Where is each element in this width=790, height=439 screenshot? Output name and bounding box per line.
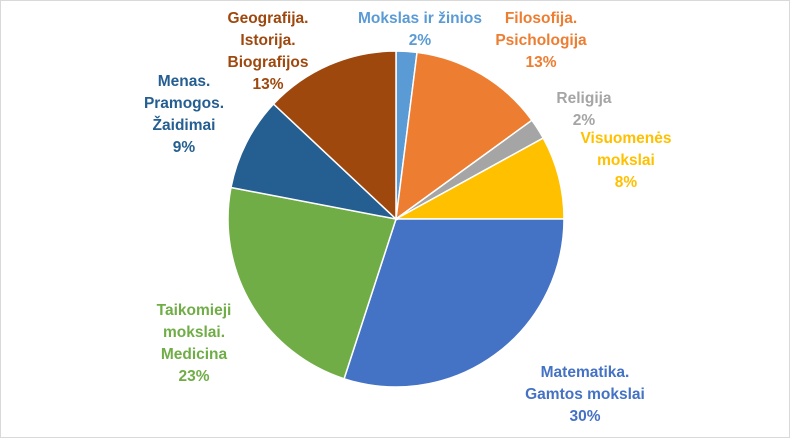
- slice-label: Taikomieji mokslai. Medicina 23%: [157, 302, 232, 385]
- slice-label: Menas. Pramogos. Žaidimai 9%: [144, 73, 224, 156]
- slice-name-line: Gamtos mokslai: [525, 386, 645, 403]
- slice-name-line: Religija: [556, 90, 612, 107]
- slice-percent: 2%: [409, 32, 432, 49]
- slice-percent: 30%: [569, 408, 600, 425]
- slice-name-line: Visuomenės: [580, 130, 671, 147]
- pie-labels: Mokslas ir žinios 2% Filosofija. Psichologi…: [144, 10, 672, 425]
- slice-name-line: Psichologija: [495, 32, 587, 49]
- slice-percent: 13%: [525, 54, 556, 71]
- slice-label: Matematika. Gamtos mokslai 30%: [525, 364, 645, 425]
- slice-percent: 2%: [573, 112, 596, 129]
- slice-name-line: Medicina: [161, 346, 228, 363]
- pie-slice: [272, 50, 397, 221]
- slice-name-line: Pramogos.: [144, 95, 224, 112]
- slice-label: Visuomenės mokslai 8%: [580, 130, 671, 191]
- slice-percent: 13%: [252, 76, 283, 93]
- pie-slice: [343, 218, 565, 388]
- slice-name-line: Matematika.: [541, 364, 630, 381]
- slice-name-line: mokslai: [597, 152, 655, 169]
- slice-name-line: mokslai.: [163, 324, 225, 341]
- pie-slice: [227, 186, 397, 380]
- slice-label: Mokslas ir žinios 2%: [358, 10, 482, 49]
- slice-percent: 9%: [173, 139, 196, 156]
- pie-slice: [230, 102, 399, 221]
- slice-label: Filosofija. Psichologija 13%: [495, 10, 587, 71]
- slice-label: Geografija. Istorija. Biografijos 13%: [228, 10, 309, 93]
- slice-percent: 8%: [615, 174, 638, 191]
- slice-name-line: Mokslas ir žinios: [358, 10, 482, 27]
- pie-slice: [395, 51, 533, 221]
- slice-name-line: Biografijos: [228, 54, 309, 71]
- pie-slices: [227, 50, 565, 388]
- slice-name-line: Menas.: [158, 73, 211, 90]
- slice-name-line: Taikomieji: [157, 302, 232, 319]
- slice-name-line: Istorija.: [240, 32, 295, 49]
- slice-label: Religija 2%: [556, 90, 612, 129]
- slice-name-line: Žaidimai: [153, 116, 216, 134]
- slice-name-line: Filosofija.: [505, 10, 577, 27]
- slice-percent: 23%: [178, 368, 209, 385]
- slice-name-line: Geografija.: [228, 10, 309, 27]
